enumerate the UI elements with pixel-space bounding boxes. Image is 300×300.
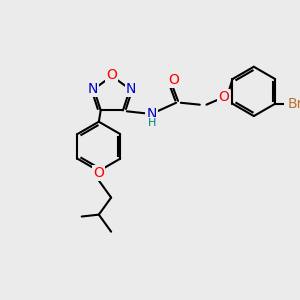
Text: O: O (93, 166, 104, 180)
Text: H: H (148, 118, 157, 128)
Text: Br: Br (287, 97, 300, 111)
Text: O: O (168, 73, 179, 87)
Text: O: O (106, 68, 117, 82)
Text: N: N (126, 82, 136, 96)
Text: N: N (88, 82, 98, 96)
Text: N: N (146, 107, 157, 121)
Text: O: O (218, 90, 229, 104)
